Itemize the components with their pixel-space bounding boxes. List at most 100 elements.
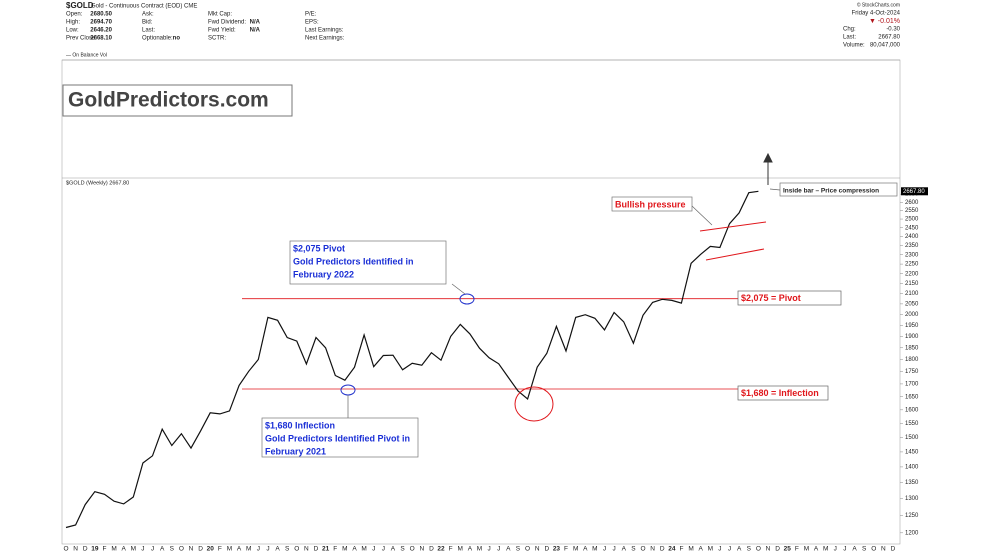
y-tick-label: 2000 [905,312,919,318]
quote-label: Fwd Yield: [208,28,236,34]
x-tick-label: N [881,546,886,553]
y-tick-label: 1200 [905,530,919,536]
x-tick-label: 20 [207,546,215,553]
x-tick-label: M [823,546,828,553]
quote-label: Open: [66,12,83,18]
x-tick-label: 19 [91,546,99,553]
last-price-tag [901,187,928,196]
x-tick-label: M [592,546,597,553]
indicator: — On Balance Vol [66,52,107,58]
x-tick-label: F [218,546,222,553]
x-tick-label: M [573,546,578,553]
annotation: February 2021 [265,446,326,456]
x-tick-label: S [516,546,521,553]
x-tick-label: D [83,546,88,553]
x-tick-label: F [795,546,799,553]
x-tick-label: A [852,546,857,553]
quote-label: Prev Close: [66,36,97,42]
x-tick-label: J [266,546,269,553]
quote-value: 2667.80 [878,35,900,41]
x-tick-label: F [679,546,683,553]
logo: GoldPredictors.com [68,89,269,112]
y-tick-label: 1400 [905,464,919,470]
level-label: $2,075 = Pivot [741,293,801,303]
quote-value: 2680.50 [90,12,112,18]
x-tick-label: D [544,546,549,553]
x-tick-label: J [728,546,731,553]
x-tick-label: D [775,546,780,553]
x-tick-label: O [410,546,415,553]
arrow [763,152,773,185]
x-tick-label: M [111,546,116,553]
y-tick-label: 1600 [905,407,919,413]
quote-label: Fwd Dividend: [208,20,246,26]
annotation: Bullish pressure [615,199,686,209]
quote-value: 2668.10 [90,36,112,42]
quote-label: Last: [142,28,155,34]
x-tick-label: M [227,546,232,553]
quote-value: N/A [250,20,261,26]
y-tick-label: 1250 [905,513,919,519]
x-tick-label: J [497,546,500,553]
x-tick-label: 21 [322,546,330,553]
x-tick-label: M [708,546,713,553]
copyright: © StockCharts.com [857,1,900,8]
y-tick-label: 1700 [905,381,919,387]
x-tick-label: 25 [784,546,792,553]
x-tick-label: A [699,546,704,553]
annotation: $2,075 Pivot [293,243,345,253]
x-tick-label: N [419,546,424,553]
x-tick-label: O [756,546,761,553]
x-tick-label: A [506,546,511,553]
annotation: February 2022 [293,269,354,279]
quote-label: Bid: [142,20,153,26]
y-tick-label: 2400 [905,234,919,240]
y-tick-label: 1500 [905,435,919,441]
x-tick-label: D [429,546,434,553]
y-tick-label: 1850 [905,345,919,351]
y-tick-label: 2500 [905,217,919,223]
x-tick-label: A [122,546,127,553]
y-tick-label: 2250 [905,262,919,268]
x-tick-label: N [535,546,540,553]
level-label-box [737,290,842,306]
x-tick-label: F [333,546,337,553]
plot-label: $GOLD (Weekly) 2667.80 [66,180,129,186]
quote-value: 2694.70 [90,20,112,26]
annotation-box [289,240,447,285]
annotation-box [611,196,693,212]
x-tick-label: D [314,546,319,553]
x-tick-label: S [285,546,290,553]
x-tick-label: F [102,546,106,553]
x-tick-label: O [871,546,876,553]
x-tick-label: N [304,546,309,553]
quote-value: -0.30 [886,27,900,33]
quote-label: Optionable: [142,36,173,42]
x-tick-label: J [382,546,385,553]
x-tick-label: S [747,546,752,553]
x-tick-label: A [237,546,242,553]
y-tick-label: 2600 [905,200,919,206]
y-tick-label: 1550 [905,421,919,427]
x-tick-label: S [170,546,175,553]
y-tick-label: 1350 [905,480,919,486]
pivot-circle [459,293,475,305]
x-tick-label: O [63,546,68,553]
x-tick-label: S [400,546,405,553]
y-tick-label: 1650 [905,394,919,400]
quote-label: Last Earnings: [305,28,344,34]
quote-label: Mkt Cap: [208,12,232,18]
quote-label: P/E: [305,12,317,18]
x-tick-label: J [843,546,846,553]
frame [61,59,901,545]
annotation: Gold Predictors Identified in [293,256,414,266]
triangle-line [699,221,767,261]
pivot-circle [340,384,356,396]
y-tick-label: 1800 [905,357,919,363]
x-tick-label: 23 [553,546,561,553]
x-tick-label: 24 [668,546,676,553]
description: Gold - Continuous Contract (EOD) CME [91,4,197,10]
quote-value: N/A [250,28,261,34]
y-tick-label: 1900 [905,334,919,340]
